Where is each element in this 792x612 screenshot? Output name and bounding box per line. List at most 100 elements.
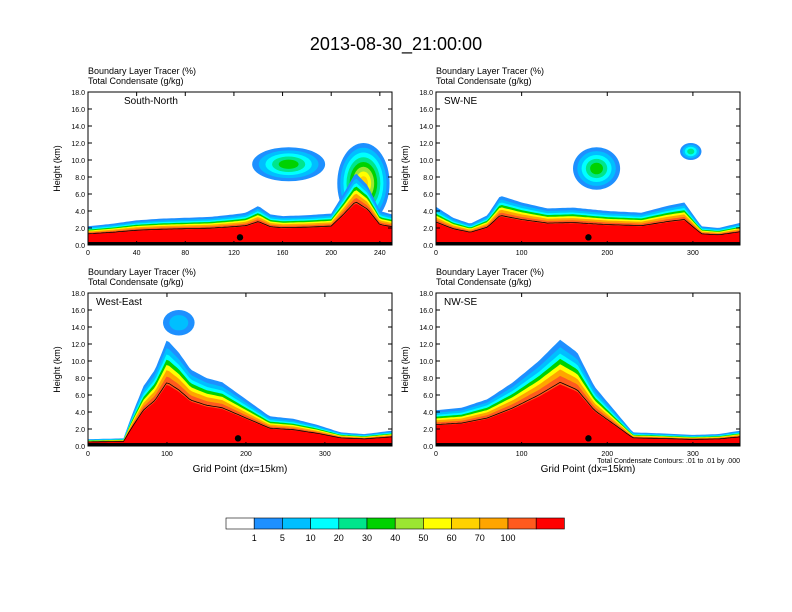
condensate-contour xyxy=(436,381,740,440)
panel-subtitle-tracer: Boundary Layer Tracer (%) xyxy=(436,267,544,277)
location-marker xyxy=(585,234,592,241)
y-tick-label: 18.0 xyxy=(71,291,85,298)
y-tick-label: 0.0 xyxy=(75,444,85,451)
panel-label: South-North xyxy=(124,96,178,107)
y-tick-label: 18.0 xyxy=(71,90,85,97)
y-tick-label: 4.0 xyxy=(423,410,433,417)
y-tick-label: 4.0 xyxy=(75,410,85,417)
location-marker xyxy=(585,435,592,442)
tracer-field xyxy=(88,310,392,446)
x-tick-label: 200 xyxy=(240,451,252,458)
contour-footnote: Total Condensate Contours: .01 to .01 by… xyxy=(597,458,740,465)
y-tick-label: 14.0 xyxy=(71,124,85,131)
y-tick-label: 2.0 xyxy=(75,427,85,434)
colorbar-label: 1 xyxy=(252,533,257,543)
y-tick-label: 10.0 xyxy=(419,158,433,165)
y-tick-label: 8.0 xyxy=(75,376,85,383)
y-tick-label: 14.0 xyxy=(71,325,85,332)
x-tick-label: 200 xyxy=(601,250,613,257)
y-tick-label: 0.0 xyxy=(423,243,433,250)
tracer-band-7 xyxy=(436,216,740,245)
colorbar-label: 20 xyxy=(334,533,344,543)
condensate-contour xyxy=(436,215,740,236)
plot-frame xyxy=(435,292,741,447)
y-tick-label: 12.0 xyxy=(419,342,433,349)
y-axis-label: Height (km) xyxy=(52,346,62,393)
condensate-contour xyxy=(88,382,392,443)
colorbar-swatch xyxy=(451,517,481,530)
y-tick-label: 8.0 xyxy=(423,376,433,383)
y-tick-label: 6.0 xyxy=(423,192,433,199)
y-tick-label: 16.0 xyxy=(71,308,85,315)
panel-label: NW-SE xyxy=(444,297,477,308)
panel-subtitle-condensate: Total Condensate (g/kg) xyxy=(436,277,532,287)
colorbar-swatch xyxy=(507,517,537,530)
x-tick-label: 300 xyxy=(319,451,331,458)
x-tick-label: 120 xyxy=(228,250,240,257)
colorbar: 1 5 10 20 30 40 50 60 70 100 xyxy=(225,517,565,543)
tracer-band-7 xyxy=(436,384,740,446)
y-tick-label: 12.0 xyxy=(419,141,433,148)
panel-sw-ne: Boundary Layer Tracer (%)Total Condensat… xyxy=(400,66,741,257)
colorbar-label: 70 xyxy=(475,533,485,543)
y-tick-label: 14.0 xyxy=(419,124,433,131)
x-tick-label: 40 xyxy=(133,250,141,257)
cloud-area-1-level-3 xyxy=(687,148,695,155)
tracer-field xyxy=(88,143,392,245)
panel-subtitle-tracer: Boundary Layer Tracer (%) xyxy=(436,66,544,76)
cloud-area-0-level-4 xyxy=(278,159,299,169)
cloud-area-0-level-1 xyxy=(169,315,189,331)
y-tick-label: 2.0 xyxy=(423,226,433,233)
terrain xyxy=(88,443,392,446)
plot-frame xyxy=(435,91,741,246)
cloud-area-0-level-4 xyxy=(590,162,603,175)
y-tick-label: 10.0 xyxy=(71,359,85,366)
colorbar-swatch xyxy=(535,517,565,530)
location-marker xyxy=(236,234,244,241)
tracer-field xyxy=(436,339,740,446)
x-tick-label: 200 xyxy=(325,250,337,257)
panel-label: SW-NE xyxy=(444,96,477,107)
colorbar-swatch xyxy=(282,517,311,530)
colorbar-label: 5 xyxy=(280,533,285,543)
tracer-band-7 xyxy=(88,385,392,446)
y-tick-label: 6.0 xyxy=(423,393,433,400)
x-tick-label: 300 xyxy=(687,451,699,458)
figure-title: 2013-08-30_21:00:00 xyxy=(310,34,482,55)
colorbar-label: 30 xyxy=(362,533,372,543)
plot-frame xyxy=(87,292,393,447)
colorbar-swatch xyxy=(310,517,340,530)
y-tick-label: 10.0 xyxy=(419,359,433,366)
panel-label: West-East xyxy=(96,297,142,308)
y-tick-label: 18.0 xyxy=(419,90,433,97)
x-tick-label: 0 xyxy=(434,250,438,257)
x-tick-label: 100 xyxy=(516,250,528,257)
panel-subtitle-tracer: Boundary Layer Tracer (%) xyxy=(88,66,196,76)
x-axis-label: Grid Point (dx=15km) xyxy=(193,464,288,475)
x-tick-label: 240 xyxy=(374,250,386,257)
x-tick-label: 0 xyxy=(86,250,90,257)
y-tick-label: 12.0 xyxy=(71,342,85,349)
panel-subtitle-condensate: Total Condensate (g/kg) xyxy=(88,277,184,287)
x-tick-label: 0 xyxy=(86,451,90,458)
y-axis-label: Height (km) xyxy=(400,145,410,192)
x-tick-label: 100 xyxy=(516,451,528,458)
colorbar-label: 10 xyxy=(306,533,316,543)
y-tick-label: 4.0 xyxy=(423,209,433,216)
x-tick-label: 100 xyxy=(161,451,173,458)
colorbar-swatch xyxy=(479,517,509,530)
colorbar-swatch xyxy=(338,517,368,530)
panel-subtitle-condensate: Total Condensate (g/kg) xyxy=(436,76,532,86)
terrain xyxy=(88,242,392,245)
panel-west-east: Boundary Layer Tracer (%)Total Condensat… xyxy=(52,267,393,475)
x-tick-label: 80 xyxy=(181,250,189,257)
y-tick-label: 18.0 xyxy=(419,291,433,298)
terrain xyxy=(436,443,740,446)
y-tick-label: 0.0 xyxy=(75,243,85,250)
tracer-field xyxy=(436,143,740,245)
y-tick-label: 10.0 xyxy=(71,158,85,165)
tracer-band-7 xyxy=(88,203,392,245)
x-axis-label: Grid Point (dx=15km) xyxy=(541,464,636,475)
x-tick-label: 300 xyxy=(687,250,699,257)
